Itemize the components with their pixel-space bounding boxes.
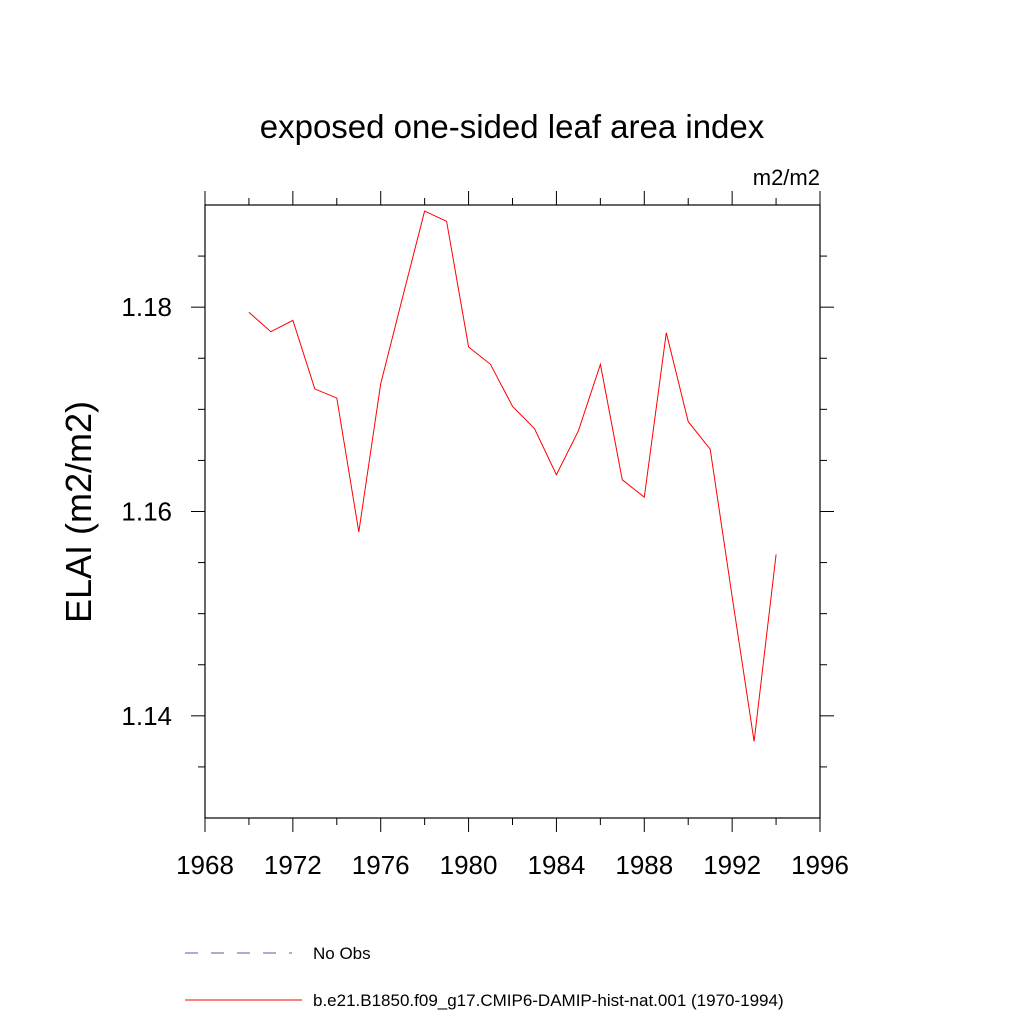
x-tick-label: 1996 [791,850,849,880]
x-tick-label: 1968 [176,850,234,880]
y-tick-label: 1.14 [121,701,172,731]
legend-label-model: b.e21.B1850.f09_g17.CMIP6-DAMIP-hist-nat… [313,991,784,1010]
units-label: m2/m2 [753,165,820,190]
x-tick-label: 1992 [703,850,761,880]
y-tick-label: 1.18 [121,292,172,322]
x-tick-label: 1980 [440,850,498,880]
legend: No Obs b.e21.B1850.f09_g17.CMIP6-DAMIP-h… [185,944,784,1010]
x-tick-label: 1976 [352,850,410,880]
y-tick-label: 1.16 [121,497,172,527]
series-lines [248,210,777,742]
legend-label-no-obs: No Obs [313,944,371,963]
x-tick-label: 1984 [528,850,586,880]
x-tick-label: 1972 [264,850,322,880]
series-line [248,210,777,742]
x-axis-ticks [204,191,821,832]
plot-frame [204,204,821,819]
chart-title: exposed one-sided leaf area index [260,108,765,145]
y-axis-ticks [191,255,834,768]
y-axis-tick-labels: 1.14 1.16 1.18 [121,292,172,731]
x-axis-tick-labels: 1968 1972 1976 1980 1984 1988 1992 1996 [176,850,849,880]
x-tick-label: 1988 [615,850,673,880]
y-axis-label: ELAI (m2/m2) [58,401,99,623]
